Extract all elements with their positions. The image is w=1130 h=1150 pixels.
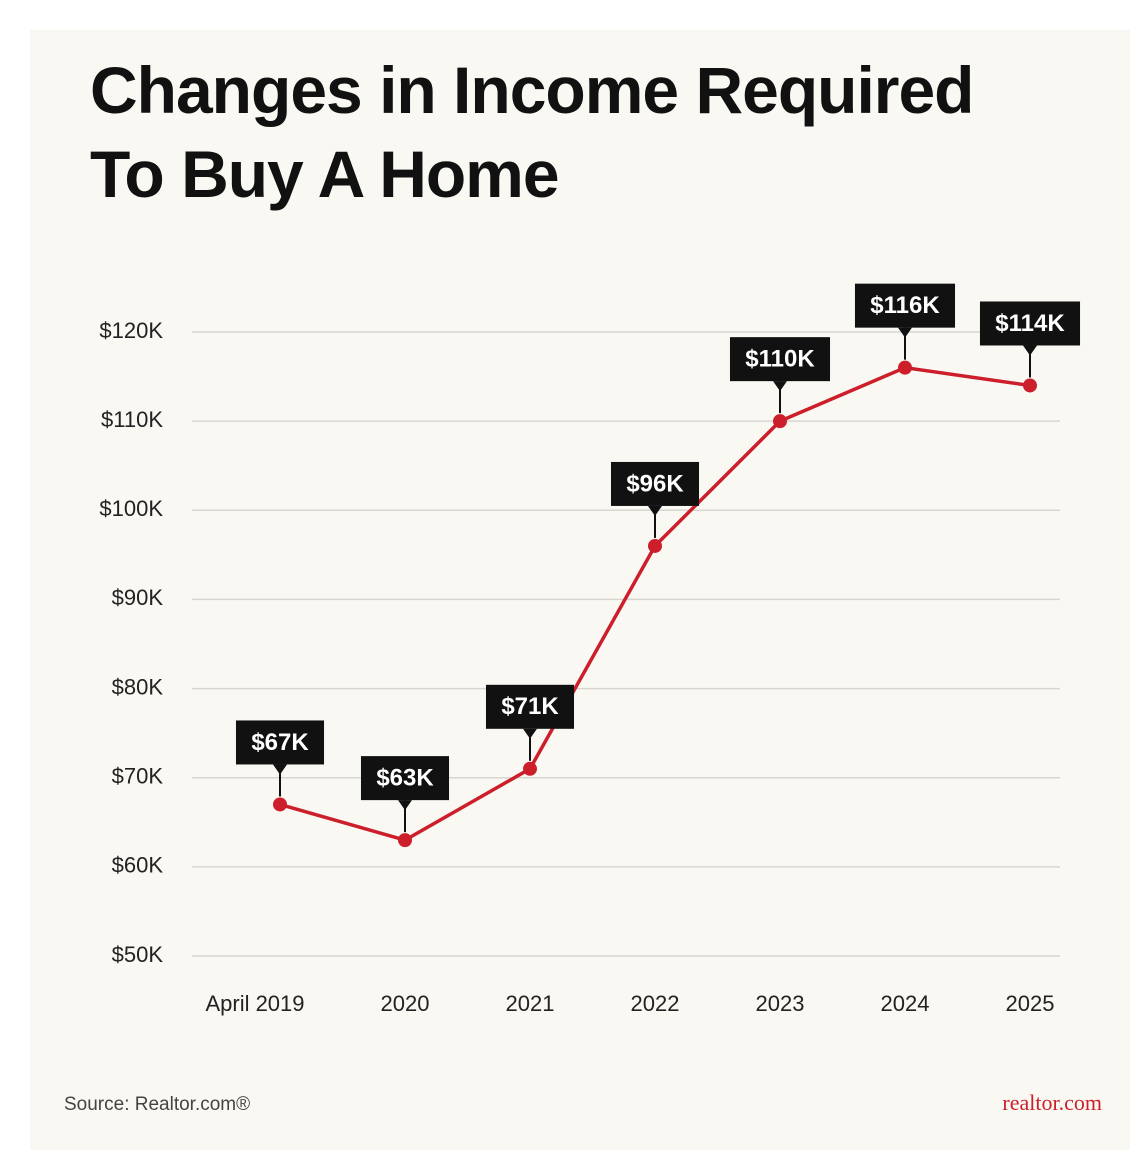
data-label: $116K: [870, 292, 940, 319]
x-tick-label: 2025: [1006, 991, 1055, 1016]
callout-pointer: [773, 381, 787, 392]
y-tick-label: $50K: [112, 942, 164, 967]
callout-pointer: [648, 505, 662, 516]
data-label: $114K: [995, 310, 1065, 337]
marker: [1023, 378, 1037, 393]
data-label: $67K: [251, 729, 309, 756]
x-tick-label: 2020: [381, 991, 430, 1016]
callout-pointer: [398, 800, 412, 811]
y-tick-label: $100K: [99, 496, 163, 521]
callout-box: [854, 283, 956, 328]
callout-box: [979, 301, 1081, 346]
data-label: $63K: [376, 764, 434, 791]
callout-box: [485, 684, 575, 729]
callout-pointer: [273, 764, 287, 775]
callout-box: [729, 337, 831, 382]
marker: [398, 833, 412, 848]
y-tick-label: $80K: [112, 674, 164, 699]
marker: [898, 360, 912, 375]
data-label: $110K: [745, 345, 815, 372]
y-tick-label: $60K: [112, 853, 164, 878]
callout-box: [610, 461, 700, 506]
marker: [523, 761, 537, 776]
callout-pointer: [898, 327, 912, 338]
marker: [773, 414, 787, 429]
x-tick-label: 2022: [631, 991, 680, 1016]
marker: [273, 797, 287, 812]
y-tick-label: $120K: [99, 318, 163, 343]
y-tick-label: $110K: [101, 407, 163, 432]
y-tick-label: $70K: [112, 764, 164, 789]
logo: realtor.com: [1002, 1090, 1102, 1115]
x-tick-label: April 2019: [205, 991, 304, 1016]
data-label: $71K: [501, 693, 559, 720]
x-tick-label: 2023: [756, 991, 805, 1016]
callout-box: [235, 720, 325, 765]
callout-pointer: [1023, 345, 1037, 356]
callout-box: [360, 756, 450, 801]
x-tick-label: 2021: [506, 991, 555, 1016]
y-tick-label: $90K: [112, 585, 164, 610]
callout-pointer: [523, 728, 537, 739]
chart-title: Changes in Income Required To Buy A Home: [90, 53, 975, 211]
x-tick-label: 2024: [881, 991, 930, 1016]
card: [30, 30, 1130, 1150]
marker: [648, 538, 662, 553]
source: Source: Realtor.com®: [64, 1094, 251, 1115]
data-label: $96K: [626, 470, 684, 497]
